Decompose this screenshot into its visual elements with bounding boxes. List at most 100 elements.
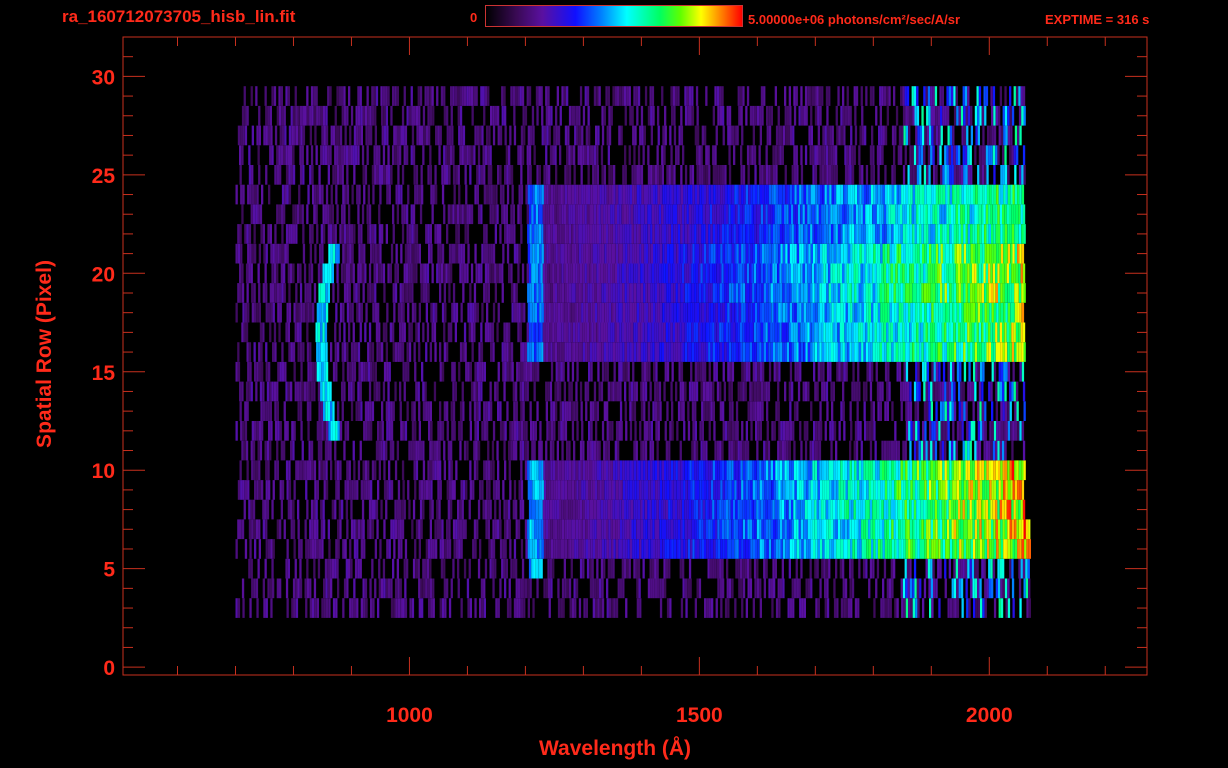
pixel-cell bbox=[573, 263, 576, 284]
pixel-cell bbox=[750, 539, 753, 559]
pixel-cell bbox=[257, 263, 260, 284]
pixel-cell bbox=[571, 519, 574, 540]
pixel-cell bbox=[657, 460, 660, 481]
pixel-cell bbox=[626, 519, 630, 540]
pixel-cell bbox=[351, 361, 354, 382]
pixel-cell bbox=[755, 243, 758, 264]
pixel-cell bbox=[935, 401, 938, 421]
pixel-cell bbox=[313, 381, 316, 402]
pixel-cell bbox=[717, 243, 721, 264]
pixel-cell bbox=[778, 302, 781, 323]
pixel-cell bbox=[659, 224, 662, 244]
pixel-cell bbox=[246, 224, 249, 244]
pixel-cell bbox=[633, 401, 637, 421]
pixel-cell bbox=[902, 499, 905, 520]
pixel-cell bbox=[584, 381, 587, 402]
pixel-cell bbox=[816, 322, 819, 343]
pixel-cell bbox=[444, 598, 447, 618]
pixel-cell bbox=[349, 361, 352, 382]
pixel-cell bbox=[576, 243, 579, 264]
pixel-cell bbox=[695, 440, 699, 461]
pixel-cell bbox=[474, 243, 477, 264]
pixel-cell bbox=[977, 243, 980, 264]
pixel-cell bbox=[940, 243, 943, 264]
pixel-cell bbox=[617, 322, 620, 343]
pixel-cell bbox=[247, 302, 250, 323]
pixel-cell bbox=[759, 421, 762, 441]
pixel-cell bbox=[964, 499, 968, 520]
pixel-cell bbox=[831, 460, 834, 481]
pixel-cell bbox=[962, 440, 965, 461]
pixel-cell bbox=[592, 598, 595, 618]
pixel-cell bbox=[334, 322, 337, 343]
pixel-cell bbox=[693, 440, 696, 461]
pixel-cell bbox=[346, 460, 349, 481]
pixel-cell bbox=[394, 342, 398, 362]
pixel-cell bbox=[467, 361, 470, 382]
pixel-cell bbox=[311, 519, 314, 540]
pixel-cell bbox=[736, 539, 739, 559]
pixel-cell bbox=[717, 302, 721, 323]
pixel-cell bbox=[793, 519, 797, 540]
pixel-cell bbox=[826, 598, 830, 618]
pixel-cell bbox=[766, 283, 769, 303]
pixel-cell bbox=[944, 401, 947, 421]
pixel-cell bbox=[941, 440, 944, 461]
pixel-cell bbox=[536, 578, 539, 599]
pixel-cell bbox=[517, 322, 520, 343]
pixel-cell bbox=[995, 224, 998, 244]
pixel-cell bbox=[608, 283, 611, 303]
pixel-cell bbox=[865, 263, 868, 284]
pixel-cell bbox=[661, 499, 664, 520]
pixel-cell bbox=[712, 283, 715, 303]
pixel-cell bbox=[582, 519, 586, 540]
pixel-cell bbox=[408, 342, 412, 362]
pixel-cell bbox=[315, 322, 318, 343]
pixel-cell bbox=[882, 302, 885, 323]
pixel-cell bbox=[254, 302, 257, 323]
pixel-cell bbox=[600, 322, 604, 343]
pixel-cell bbox=[856, 283, 859, 303]
pixel-cell bbox=[721, 263, 724, 284]
pixel-cell bbox=[853, 499, 856, 520]
pixel-cell bbox=[905, 539, 909, 559]
pixel-cell bbox=[561, 342, 565, 362]
pixel-cell bbox=[782, 480, 786, 500]
pixel-cell bbox=[513, 302, 517, 323]
pixel-cell bbox=[849, 578, 852, 599]
pixel-cell bbox=[869, 263, 873, 284]
pixel-cell bbox=[487, 401, 490, 421]
pixel-cell bbox=[589, 499, 592, 520]
pixel-cell bbox=[694, 401, 697, 421]
pixel-cell bbox=[497, 598, 500, 618]
pixel-cell bbox=[537, 361, 540, 382]
pixel-cell bbox=[868, 342, 871, 362]
pixel-cell bbox=[941, 381, 944, 402]
pixel-cell bbox=[961, 421, 964, 441]
pixel-cell bbox=[1002, 322, 1005, 343]
pixel-cell bbox=[1000, 401, 1003, 421]
pixel-cell bbox=[913, 322, 917, 343]
pixel-cell bbox=[328, 598, 331, 618]
pixel-cell bbox=[458, 539, 461, 559]
pixel-cell bbox=[290, 263, 293, 284]
pixel-cell bbox=[789, 519, 792, 540]
pixel-cell bbox=[447, 440, 450, 461]
pixel-cell bbox=[1011, 381, 1014, 402]
pixel-cell bbox=[642, 263, 645, 284]
pixel-cell bbox=[260, 342, 263, 362]
pixel-cell bbox=[543, 342, 546, 362]
pixel-cell bbox=[773, 539, 776, 559]
pixel-cell bbox=[749, 224, 753, 244]
pixel-cell bbox=[633, 342, 637, 362]
pixel-cell bbox=[638, 460, 641, 481]
pixel-cell bbox=[726, 224, 729, 244]
pixel-cell bbox=[410, 263, 413, 284]
pixel-cell bbox=[882, 342, 885, 362]
pixel-cell bbox=[567, 361, 570, 382]
pixel-cell bbox=[368, 499, 372, 520]
pixel-cell bbox=[620, 421, 623, 441]
pixel-cell bbox=[265, 243, 268, 264]
pixel-cell bbox=[617, 440, 620, 461]
pixel-cell bbox=[826, 224, 829, 244]
